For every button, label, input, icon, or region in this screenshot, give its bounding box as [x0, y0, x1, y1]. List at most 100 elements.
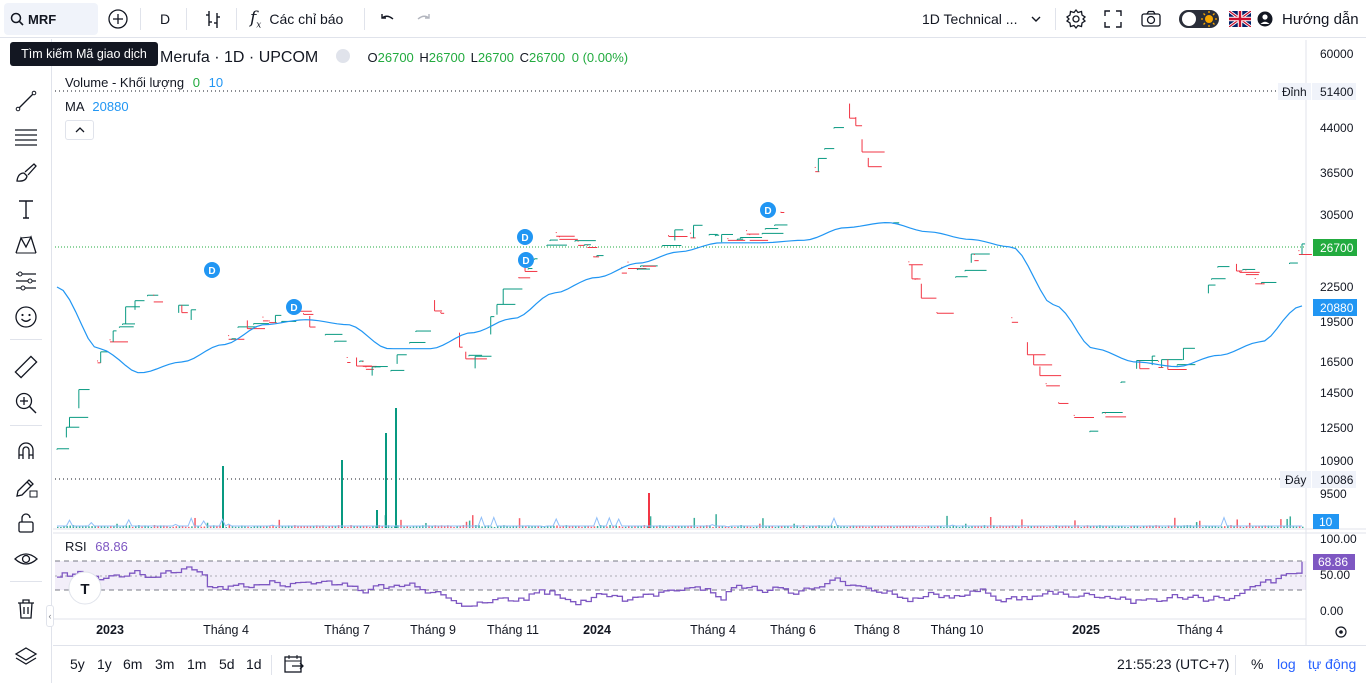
magnet-tool[interactable] [12, 437, 40, 465]
layout-selector[interactable]: 1D Technical ... [922, 0, 1042, 38]
volume-bar [169, 526, 171, 528]
volume-bar [1217, 526, 1220, 528]
ma-legend[interactable]: MA 20880 [65, 99, 129, 114]
symbol-search-tooltip: Tìm kiếm Mã giao dịch [10, 42, 158, 66]
pattern-tool[interactable] [12, 231, 40, 259]
dividend-marker[interactable]: D [286, 299, 302, 315]
fib-retracement-tool[interactable] [12, 123, 40, 151]
volume-bar [550, 526, 552, 528]
clock-timezone[interactable]: 21:55:23 (UTC+7) [1117, 656, 1230, 672]
percent-scale-toggle[interactable]: % [1251, 656, 1264, 672]
camera-icon [1141, 10, 1161, 27]
volume-bar [833, 526, 836, 528]
time-axis-label: Tháng 6 [770, 623, 816, 637]
volume-bar [818, 525, 820, 528]
collapse-legend-button[interactable] [65, 120, 94, 140]
hide-drawings-tool[interactable] [12, 545, 40, 573]
volume-bar [943, 526, 945, 528]
delete-drawings-tool[interactable] [12, 595, 40, 623]
volume-ma-value: 10 [208, 75, 224, 90]
volume-bar [284, 526, 287, 528]
volume-bar [1021, 519, 1023, 528]
volume-bar [1080, 526, 1082, 528]
series-title[interactable]: Merufa · 1D · UPCOM [160, 49, 319, 66]
plus-circle-icon [108, 9, 128, 29]
indicators-button[interactable]: fx Các chỉ báo [250, 0, 343, 38]
measure-tool[interactable] [12, 353, 40, 381]
volume-bar [559, 526, 561, 528]
theme-toggle[interactable] [1178, 0, 1220, 38]
zoom-tool[interactable] [12, 389, 40, 417]
auto-scale-toggle[interactable]: tự động [1308, 656, 1357, 672]
range-3m[interactable]: 3m [155, 656, 175, 672]
lock-all-tool[interactable] [12, 509, 40, 537]
range-1d[interactable]: 1d [246, 656, 262, 672]
log-scale-toggle[interactable]: log [1277, 656, 1296, 672]
rsi-legend[interactable]: RSI 68.86 [65, 539, 128, 554]
volume-bar [191, 526, 193, 528]
forecast-tool[interactable] [12, 267, 40, 295]
volume-bar [1061, 525, 1064, 528]
dividend-marker[interactable]: D [517, 229, 533, 245]
volume-bar [262, 526, 265, 528]
settings-button[interactable] [1065, 0, 1087, 38]
volume-bar [393, 526, 396, 528]
volume-bar [958, 526, 961, 528]
text-tool[interactable] [12, 195, 40, 223]
volume-bar [562, 526, 564, 528]
price-axis-label: 36500 [1320, 166, 1354, 180]
symbol-text: MRF [28, 11, 57, 27]
volume-bar [518, 518, 521, 528]
undo-button[interactable] [378, 0, 396, 38]
dividend-marker[interactable]: D [760, 202, 776, 218]
dividend-marker[interactable]: D [518, 252, 534, 268]
volume-bar [57, 526, 59, 528]
help-button[interactable]: Hướng dẫn [1257, 0, 1359, 38]
volume-bar [412, 525, 415, 528]
trend-line-tool[interactable] [12, 87, 40, 115]
time-axis-label: Tháng 8 [854, 623, 900, 637]
language-button[interactable] [1229, 0, 1251, 38]
volume-bar [122, 526, 125, 528]
redo-button[interactable] [415, 0, 433, 38]
volume-bar [624, 526, 627, 528]
volume-legend[interactable]: Volume - Khối lượng 0 10 [65, 75, 223, 90]
range-5d[interactable]: 5d [219, 656, 235, 672]
lock-drawings-pencil-tool[interactable] [12, 473, 40, 501]
icon-tool[interactable] [12, 303, 40, 331]
volume-bar [662, 525, 664, 528]
dividend-marker[interactable]: D [204, 262, 220, 278]
range-5y[interactable]: 5y [70, 656, 85, 672]
volume-bar [933, 526, 936, 528]
interval-button[interactable]: D [160, 0, 170, 38]
range-1m[interactable]: 1m [187, 656, 207, 672]
volume-bar [156, 526, 159, 528]
symbol-search-button[interactable]: MRF [4, 3, 98, 35]
axis-settings-button[interactable] [1335, 626, 1347, 638]
brush-tool[interactable] [12, 159, 40, 187]
screenshot-button[interactable] [1140, 0, 1162, 38]
volume-bar [1130, 525, 1132, 528]
sidebar-collapse-handle[interactable]: ‹ [46, 605, 54, 627]
chart-type-button[interactable] [203, 0, 223, 38]
range-1y[interactable]: 1y [97, 656, 112, 672]
pattern-icon [15, 235, 37, 254]
object-tree-tool[interactable] [12, 643, 40, 671]
chart-canvas[interactable]: D D D D D 60000 44000 36500 30500 22500 … [0, 0, 1366, 645]
range-6m[interactable]: 6m [123, 656, 143, 672]
volume-bar [1102, 526, 1104, 528]
compare-symbol-button[interactable] [107, 0, 129, 38]
fullscreen-button[interactable] [1103, 0, 1123, 38]
tradingview-logo[interactable]: T [68, 571, 102, 605]
rsi-axis[interactable]: 100.00 50.00 0.00 [1320, 532, 1357, 618]
volume-bar [1183, 525, 1185, 528]
volume-bar [515, 526, 518, 528]
time-axis[interactable]: 2023 Tháng 4 Tháng 7 Tháng 9 Tháng 11 20… [96, 623, 1223, 637]
volume-bar [1086, 525, 1089, 528]
price-axis[interactable]: 60000 44000 36500 30500 22500 19500 1650… [1320, 47, 1354, 501]
volume-bar [556, 525, 558, 528]
volume-bar [865, 526, 867, 528]
goto-date-button[interactable] [283, 654, 305, 679]
ohlc-values: O26700 H26700 L26700 C26700 0 (0.00%) [367, 50, 629, 65]
volume-bar [543, 526, 546, 528]
